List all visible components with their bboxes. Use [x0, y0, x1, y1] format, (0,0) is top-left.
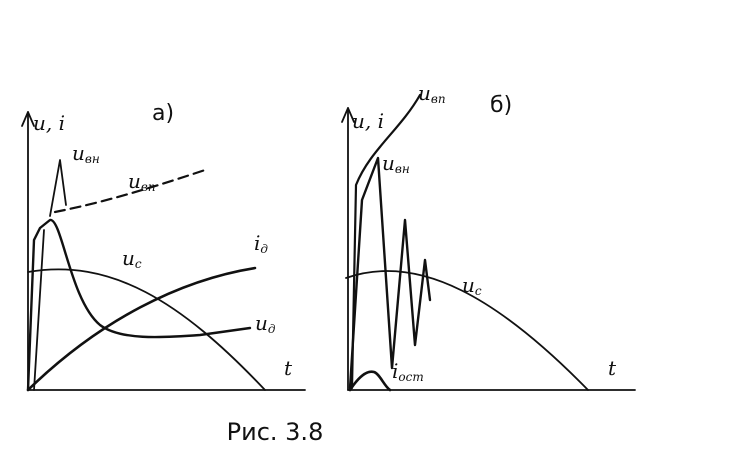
- arrow: [21, 111, 35, 127]
- panel-label: б): [490, 93, 512, 118]
- time-label: t: [608, 356, 617, 380]
- arrow: [341, 107, 355, 123]
- label-sub: вн: [395, 162, 410, 176]
- curve-label: uд: [255, 311, 276, 336]
- panel-a: а) u, i t uвн uвп uc iд uд: [21, 101, 306, 392]
- label-main: u: [128, 169, 141, 193]
- label-main: u: [418, 81, 431, 105]
- label-main: i: [254, 231, 260, 255]
- curve-id: [26, 266, 257, 392]
- curve-uvn: [348, 156, 432, 390]
- axis-label: u, i: [33, 111, 65, 135]
- time-label: t: [284, 356, 293, 380]
- axis-label: u, i: [352, 109, 384, 133]
- curve-label: uвн: [72, 141, 100, 166]
- label-main: u: [462, 273, 475, 297]
- curve-iost: [348, 370, 392, 392]
- label-sub: д: [268, 322, 276, 336]
- label-sub: вн: [85, 152, 100, 166]
- panel-b: б) u, i t uвп uвн uc iост: [341, 81, 636, 392]
- curve-label: uвп: [128, 169, 156, 194]
- curve-label: iд: [254, 231, 268, 256]
- curve-label: iост: [392, 359, 424, 384]
- caption: Рис. 3.8: [227, 418, 324, 446]
- curve-spike: [49, 159, 67, 217]
- label-sub: c: [135, 257, 142, 271]
- label-main: u: [255, 311, 268, 335]
- label-sub: c: [475, 284, 482, 298]
- curve-label: uc: [122, 246, 142, 271]
- curve-uc: [27, 268, 266, 391]
- curve-label: uвп: [418, 81, 446, 106]
- label-sub: д: [260, 242, 268, 256]
- label-main: u: [72, 141, 85, 165]
- label-sub: вп: [141, 180, 156, 194]
- curve-uvp: [53, 168, 207, 214]
- label-sub: ост: [398, 370, 423, 384]
- curve-uvp: [350, 93, 422, 390]
- label-sub: вп: [431, 92, 446, 106]
- curve-uvn: [26, 218, 252, 392]
- label-main: u: [382, 151, 395, 175]
- curve-uc: [345, 270, 589, 391]
- label-main: i: [392, 359, 398, 383]
- curve-label: uc: [462, 273, 482, 298]
- label-main: u: [122, 246, 135, 270]
- curve-front: [33, 229, 45, 391]
- curve-label: uвн: [382, 151, 410, 176]
- panel-label: а): [152, 101, 174, 126]
